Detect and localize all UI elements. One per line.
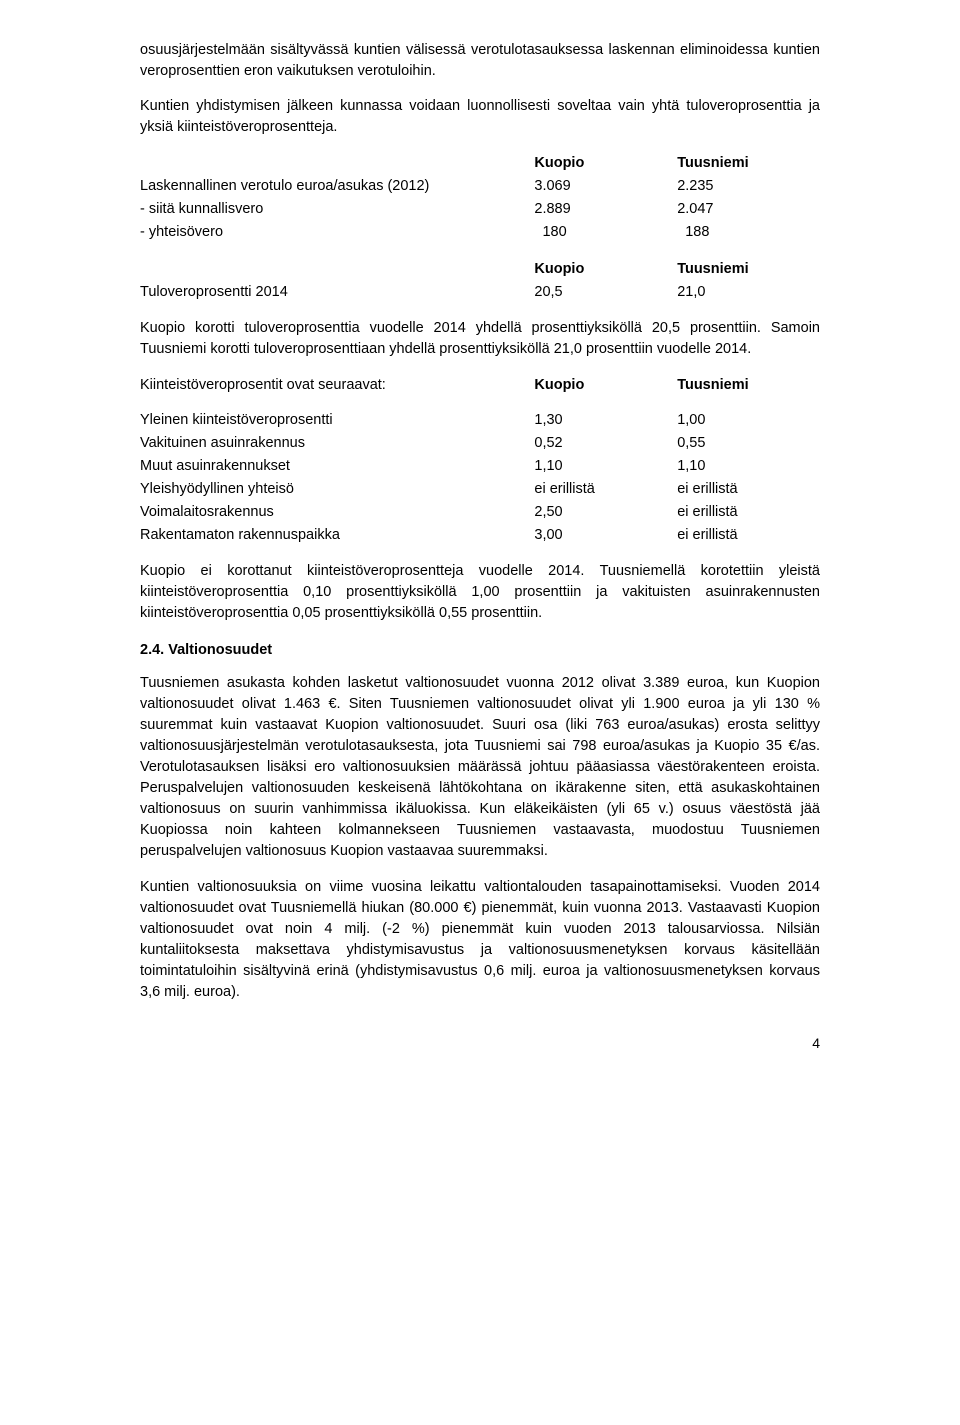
row-label: Rakentamaton rakennuspaikka <box>140 524 534 547</box>
table-row: Vakituinen asuinrakennus 0,52 0,55 <box>140 432 820 455</box>
cell: 1,10 <box>534 455 677 478</box>
cell: ei erillistä <box>677 478 820 501</box>
cell: 20,5 <box>534 281 677 304</box>
table-row: - yhteisövero 180 188 <box>140 221 820 244</box>
row-label: Vakituinen asuinrakennus <box>140 432 534 455</box>
table-row: Yleishyödyllinen yhteisö ei erillistä ei… <box>140 478 820 501</box>
column-header: Tuusniemi <box>677 152 820 175</box>
cell: 0,55 <box>677 432 820 455</box>
table-header-row: Kiinteistöveroprosentit ovat seuraavat: … <box>140 374 820 397</box>
cell: ei erillistä <box>677 501 820 524</box>
row-label: - siitä kunnallisvero <box>140 198 534 221</box>
cell: 3.069 <box>534 175 677 198</box>
table-row: Voimalaitosrakennus 2,50 ei erillistä <box>140 501 820 524</box>
column-header: Tuusniemi <box>677 258 820 281</box>
paragraph: Kuopio korotti tuloveroprosenttia vuodel… <box>140 318 820 360</box>
cell: 2,50 <box>534 501 677 524</box>
paragraph: Kuopio ei korottanut kiinteistöveroprose… <box>140 561 820 624</box>
page-number: 4 <box>140 1033 820 1053</box>
cell: ei erillistä <box>534 478 677 501</box>
kiinteistovero-table: Kiinteistöveroprosentit ovat seuraavat: … <box>140 374 820 547</box>
cell: 3,00 <box>534 524 677 547</box>
paragraph: Tuusniemen asukasta kohden lasketut valt… <box>140 673 820 862</box>
row-label: - yhteisövero <box>140 221 534 244</box>
table-header-row: Kuopio Tuusniemi <box>140 152 820 175</box>
table-row: Tuloveroprosentti 2014 20,5 21,0 <box>140 281 820 304</box>
cell: 2.047 <box>677 198 820 221</box>
cell: 188 <box>677 221 820 244</box>
paragraph: osuusjärjestelmään sisältyvässä kuntien … <box>140 40 820 82</box>
row-label: Tuloveroprosentti 2014 <box>140 281 534 304</box>
column-header: Kuopio <box>534 258 677 281</box>
cell: 1,10 <box>677 455 820 478</box>
table-row: - siitä kunnallisvero 2.889 2.047 <box>140 198 820 221</box>
section-heading: 2.4. Valtionosuudet <box>140 640 820 661</box>
laskennallinen-verotulo-table: Kuopio Tuusniemi Laskennallinen verotulo… <box>140 152 820 244</box>
cell: 2.235 <box>677 175 820 198</box>
table-row: Rakentamaton rakennuspaikka 3,00 ei eril… <box>140 524 820 547</box>
row-label: Yleishyödyllinen yhteisö <box>140 478 534 501</box>
cell: 1,00 <box>677 409 820 432</box>
cell: ei erillistä <box>677 524 820 547</box>
row-label: Laskennallinen verotulo euroa/asukas (20… <box>140 175 534 198</box>
row-label: Yleinen kiinteistöveroprosentti <box>140 409 534 432</box>
cell: 2.889 <box>534 198 677 221</box>
tuloveroprosentti-table: Kuopio Tuusniemi Tuloveroprosentti 2014 … <box>140 258 820 304</box>
table-row: Yleinen kiinteistöveroprosentti 1,30 1,0… <box>140 409 820 432</box>
cell: 0,52 <box>534 432 677 455</box>
column-header: Kuopio <box>534 374 677 397</box>
column-header: Kuopio <box>534 152 677 175</box>
document-page: osuusjärjestelmään sisältyvässä kuntien … <box>70 0 890 1083</box>
row-label: Voimalaitosrakennus <box>140 501 534 524</box>
table-header-row: Kuopio Tuusniemi <box>140 258 820 281</box>
paragraph: Kuntien valtionosuuksia on viime vuosina… <box>140 877 820 1003</box>
row-label: Muut asuinrakennukset <box>140 455 534 478</box>
cell: 1,30 <box>534 409 677 432</box>
table-title: Kiinteistöveroprosentit ovat seuraavat: <box>140 374 534 397</box>
table-row: Laskennallinen verotulo euroa/asukas (20… <box>140 175 820 198</box>
column-header: Tuusniemi <box>677 374 820 397</box>
cell: 21,0 <box>677 281 820 304</box>
cell: 180 <box>534 221 677 244</box>
paragraph: Kuntien yhdistymisen jälkeen kunnassa vo… <box>140 96 820 138</box>
table-row: Muut asuinrakennukset 1,10 1,10 <box>140 455 820 478</box>
